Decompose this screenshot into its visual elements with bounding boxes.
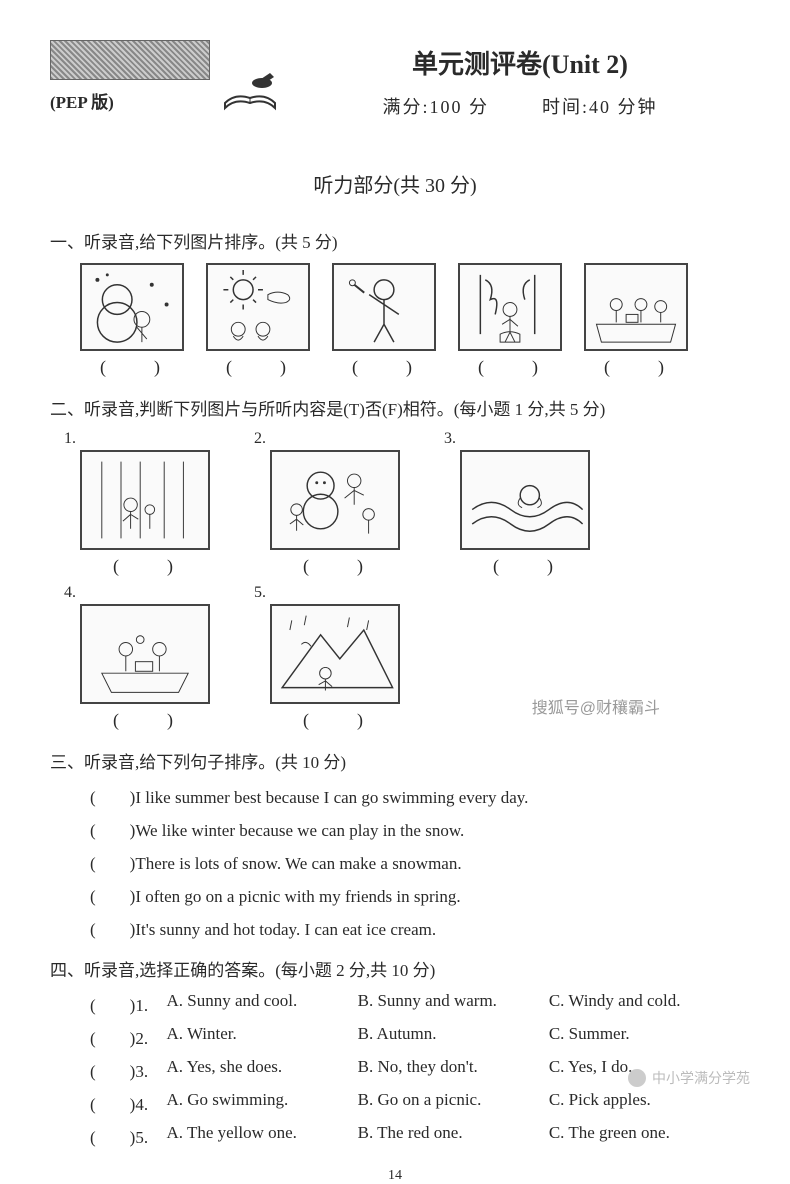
q4-opt-c: C. Windy and cold.	[549, 991, 740, 1016]
q4-paren: ( )2.	[90, 1024, 166, 1049]
q1-img-3	[332, 263, 436, 351]
q4-line: ( )1.A. Sunny and cool.B. Sunny and warm…	[90, 991, 740, 1016]
q3-paren: ( )	[90, 887, 135, 906]
q1-img-5	[584, 263, 688, 351]
q2-img-5	[270, 604, 400, 704]
q1-heading: 一、听录音,给下列图片排序。(共 5 分)	[50, 228, 740, 253]
q4-opt-a: A. Winter.	[166, 1024, 357, 1049]
q4-opt-a: A. The yellow one.	[166, 1123, 357, 1148]
q4-opt-a: A. Go swimming.	[166, 1090, 357, 1115]
q2-blank: ( )	[113, 706, 177, 732]
q3-line: ( )I often go on a picnic with my friend…	[90, 882, 740, 907]
q4-opt-b: B. Go on a picnic.	[358, 1090, 549, 1115]
q2-row: 1. ( ) 2. ( ) 3. ( )	[80, 430, 740, 578]
q4-heading: 四、听录音,选择正确的答案。(每小题 2 分,共 10 分)	[50, 956, 740, 981]
q3-text: I often go on a picnic with my friends i…	[135, 887, 460, 906]
header-left: (PEP 版)	[50, 40, 280, 113]
q1-item: ( )	[332, 263, 436, 379]
stamp-box	[50, 40, 210, 80]
q2-heading: 二、听录音,判断下列图片与所听内容是(T)否(F)相符。(每小题 1 分,共 5…	[50, 395, 740, 420]
q4-opt-c: C. Pick apples.	[549, 1090, 740, 1115]
book-pen-icon	[220, 63, 280, 113]
q4-line: ( )5.A. The yellow one.B. The red one.C.…	[90, 1123, 740, 1148]
q4-opt-b: B. No, they don't.	[358, 1057, 549, 1082]
q2-num: 2.	[254, 430, 266, 448]
q1-blank: ( )	[352, 353, 416, 379]
header-stamp-col: (PEP 版)	[50, 40, 210, 113]
header-right: 单元测评卷(Unit 2) 满分:100 分 时间:40 分钟	[300, 40, 740, 119]
q2-img-4	[80, 604, 210, 704]
q2-item: 1. ( )	[80, 430, 210, 578]
q3-text: It's sunny and hot today. I can eat ice …	[135, 920, 436, 939]
q4-line: ( )2.A. Winter.B. Autumn.C. Summer.	[90, 1024, 740, 1049]
q3-paren: ( )	[90, 788, 135, 807]
q1-item: ( )	[206, 263, 310, 379]
watermark-sohu: 搜狐号@财穰霸斗	[532, 694, 660, 718]
watermark-wechat-text: 中小学满分学苑	[652, 1068, 750, 1088]
q1-item: ( )	[458, 263, 562, 379]
q3-line: ( )It's sunny and hot today. I can eat i…	[90, 915, 740, 940]
q1-blank: ( )	[478, 353, 542, 379]
q4-opt-c: C. Summer.	[549, 1024, 740, 1049]
q2-item: 2. ( )	[270, 430, 400, 578]
q3-paren: ( )	[90, 920, 135, 939]
q3-line: ( )We like winter because we can play in…	[90, 816, 740, 841]
q1-item: ( )	[80, 263, 184, 379]
q3-line: ( )There is lots of snow. We can make a …	[90, 849, 740, 874]
wechat-icon	[628, 1069, 646, 1087]
q2-item: 5. ( )	[270, 584, 400, 732]
q4-opt-a: A. Yes, she does.	[166, 1057, 357, 1082]
q2-num: 3.	[444, 430, 456, 448]
pep-label: (PEP 版)	[50, 88, 210, 113]
q2-blank: ( )	[493, 552, 557, 578]
score-label: 满分:100 分	[382, 97, 489, 117]
q3-paren: ( )	[90, 821, 135, 840]
q2-img-2	[270, 450, 400, 550]
exam-title: 单元测评卷(Unit 2)	[300, 44, 740, 81]
q4-opt-a: A. Sunny and cool.	[166, 991, 357, 1016]
q3-paren: ( )	[90, 854, 135, 873]
exam-subtitle: 满分:100 分 时间:40 分钟	[300, 93, 740, 119]
q1-img-2	[206, 263, 310, 351]
q2-num: 5.	[254, 584, 266, 602]
q1-img-4	[458, 263, 562, 351]
listening-section-title: 听力部分(共 30 分)	[50, 169, 740, 198]
q1-images-row: ( ) ( ) ( ) ( ) ( )	[80, 263, 740, 379]
q4-opt-b: B. The red one.	[358, 1123, 549, 1148]
q3-text: There is lots of snow. We can make a sno…	[135, 854, 461, 873]
header: (PEP 版) 单元测评卷(Unit 2) 满分:100 分 时间:40 分钟	[50, 40, 740, 119]
q4-paren: ( )5.	[90, 1123, 166, 1148]
q4-line: ( )4.A. Go swimming.B. Go on a picnic.C.…	[90, 1090, 740, 1115]
q2-num: 1.	[64, 430, 76, 448]
page-number: 14	[50, 1168, 740, 1184]
time-label: 时间:40 分钟	[542, 97, 658, 117]
q2-img-3	[460, 450, 590, 550]
q1-blank: ( )	[100, 353, 164, 379]
q2-item: 3. ( )	[460, 430, 590, 578]
q2-img-1	[80, 450, 210, 550]
q2-grid: 1. ( ) 2. ( ) 3. ( ) 4. (	[80, 430, 740, 732]
q3-text: I like summer best because I can go swim…	[135, 788, 528, 807]
q2-blank: ( )	[303, 552, 367, 578]
watermark-wechat: 中小学满分学苑	[628, 1068, 750, 1088]
q1-img-1	[80, 263, 184, 351]
q4-paren: ( )4.	[90, 1090, 166, 1115]
q4-paren: ( )1.	[90, 991, 166, 1016]
q2-item: 4. ( )	[80, 584, 210, 732]
q2-num: 4.	[64, 584, 76, 602]
q2-blank: ( )	[113, 552, 177, 578]
q4-opt-c: C. The green one.	[549, 1123, 740, 1148]
q4-paren: ( )3.	[90, 1057, 166, 1082]
q4-opt-b: B. Autumn.	[358, 1024, 549, 1049]
q1-blank: ( )	[226, 353, 290, 379]
q1-blank: ( )	[604, 353, 668, 379]
q3-heading: 三、听录音,给下列句子排序。(共 10 分)	[50, 748, 740, 773]
q3-text: We like winter because we can play in th…	[135, 821, 464, 840]
q1-item: ( )	[584, 263, 688, 379]
q4-opt-b: B. Sunny and warm.	[358, 991, 549, 1016]
q2-blank: ( )	[303, 706, 367, 732]
q3-line: ( )I like summer best because I can go s…	[90, 783, 740, 808]
q3-list: ( )I like summer best because I can go s…	[90, 783, 740, 940]
